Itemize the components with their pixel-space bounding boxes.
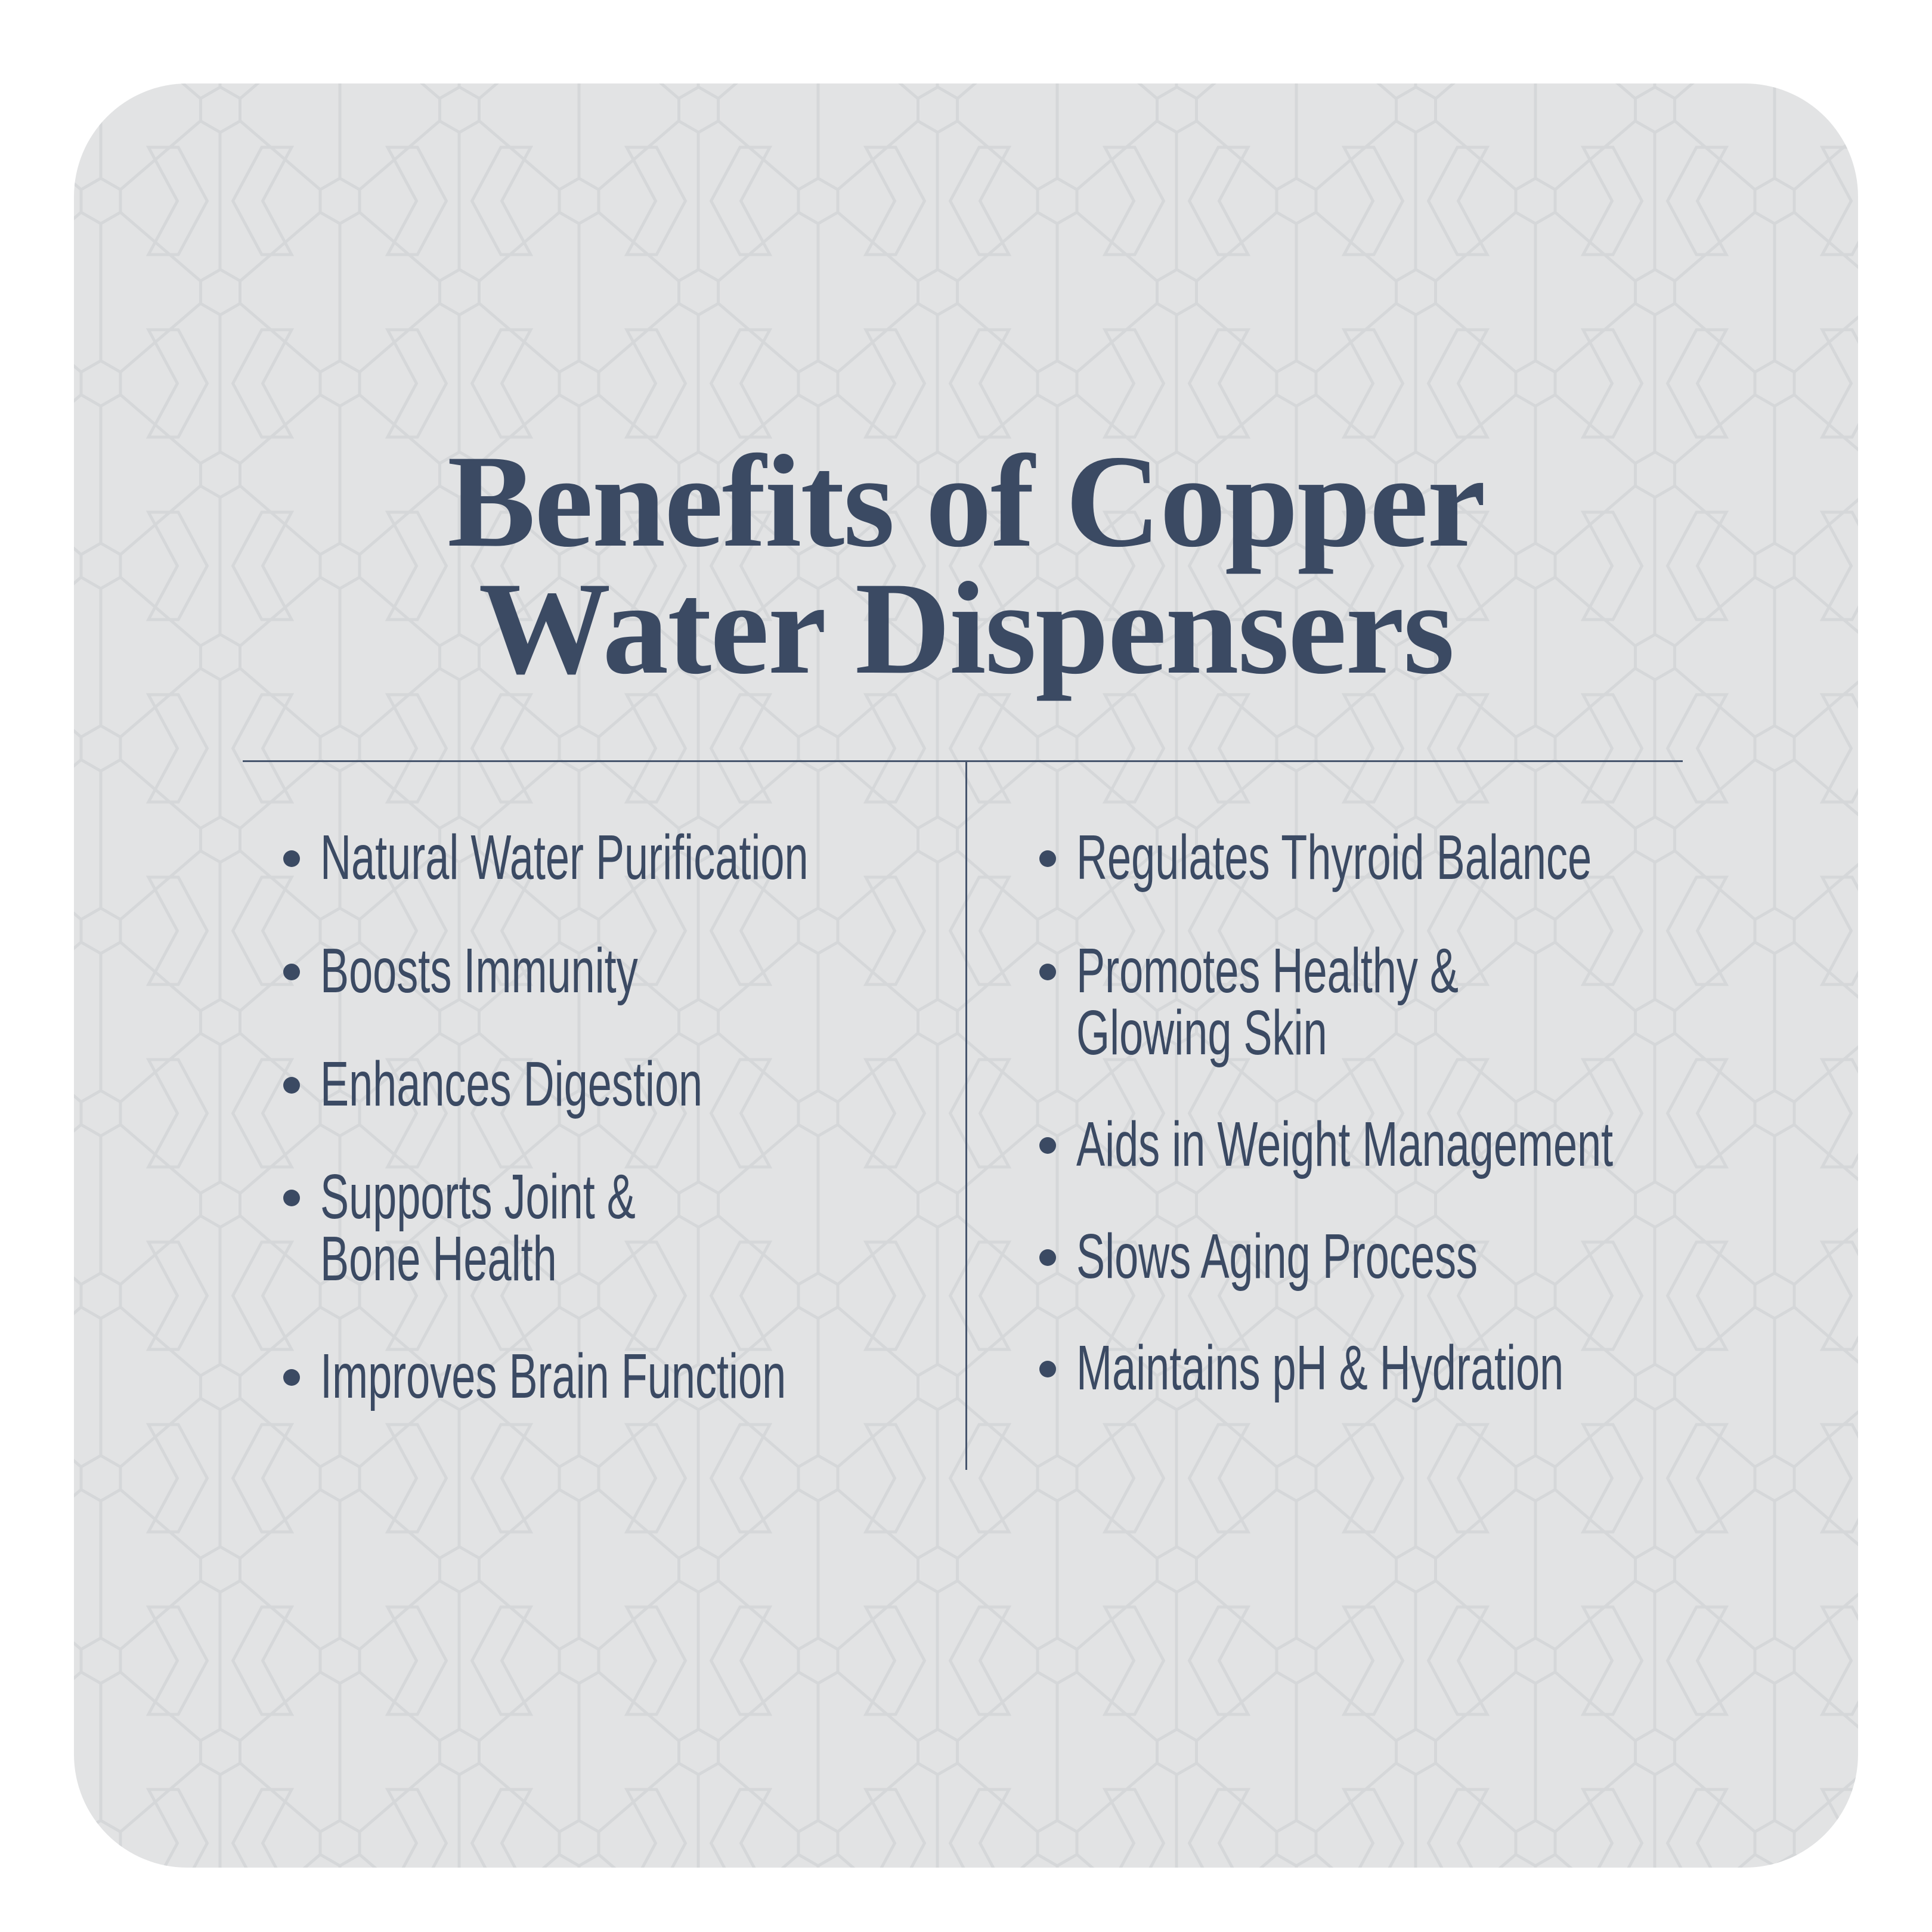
list-item-text: Supports Joint & <box>320 1162 636 1232</box>
list-item-text: Regulates Thyroid Balance <box>1076 822 1592 893</box>
bullet-icon <box>283 1077 300 1094</box>
list-item: Natural Water Purification <box>283 822 1038 893</box>
list-item-text: Glowing Skin <box>1076 998 1327 1068</box>
list-item: Maintains pH & Hydration <box>1039 1333 1793 1403</box>
list-item: Regulates Thyroid Balance <box>1039 822 1834 893</box>
list-item-text: Enhances Digestion <box>320 1049 703 1119</box>
bullet-icon <box>283 1190 300 1206</box>
bullet-icon <box>283 1369 300 1386</box>
title-line-2: Water Dispensers <box>478 555 1455 702</box>
list-item: Improves Brain Function <box>283 1341 1005 1411</box>
list-item-text: Improves Brain Function <box>320 1341 787 1411</box>
bullet-icon <box>1039 964 1056 980</box>
list-item-text: Bone Health <box>320 1224 557 1294</box>
page-title: Benefits of Copper Water Dispensers <box>0 428 1932 702</box>
list-item-text: Promotes Healthy & <box>1076 936 1459 1006</box>
list-item: Slows Aging Process <box>1039 1221 1667 1292</box>
list-item: Aids in Weight Management <box>1039 1109 1866 1179</box>
list-item: Enhances Digestion <box>283 1049 883 1119</box>
title-line-1: Benefits of Copper <box>447 428 1486 575</box>
list-item-text: Slows Aging Process <box>1076 1221 1478 1292</box>
list-item-text: Aids in Weight Management <box>1076 1109 1614 1179</box>
list-item-text: Maintains pH & Hydration <box>1076 1333 1564 1403</box>
bullet-icon <box>1039 1361 1056 1377</box>
vertical-divider <box>965 760 967 1470</box>
bullet-icon <box>283 964 300 980</box>
list-item: Boosts Immunity <box>283 936 787 1006</box>
horizontal-divider <box>243 760 1683 762</box>
list-item: Promotes Healthy & Glowing Skin <box>1039 936 1639 1068</box>
list-item: Supports Joint & Bone Health <box>283 1162 784 1294</box>
list-item-text: Boosts Immunity <box>320 936 638 1006</box>
bullet-icon <box>1039 1249 1056 1266</box>
bullet-icon <box>1039 1137 1056 1154</box>
bullet-icon <box>283 850 300 867</box>
list-item-text: Natural Water Purification <box>320 822 809 893</box>
bullet-icon <box>1039 850 1056 867</box>
